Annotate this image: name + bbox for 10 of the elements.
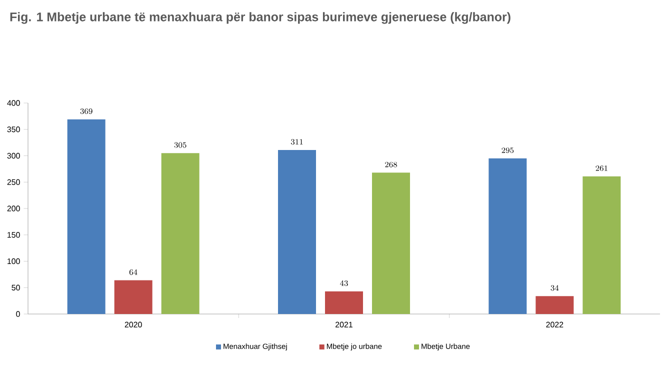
bar (114, 280, 152, 314)
bar (372, 172, 410, 314)
chart-title: Fig. 1 Mbetje urbane të menaxhuara për banor sipas burimeve gjeneruese (kg/banor) (10, 12, 510, 24)
bar (278, 150, 316, 314)
bar (67, 119, 106, 314)
bar (325, 291, 364, 314)
bar (582, 176, 621, 314)
bar (536, 296, 574, 314)
bar (488, 158, 527, 314)
bar (161, 153, 200, 314)
